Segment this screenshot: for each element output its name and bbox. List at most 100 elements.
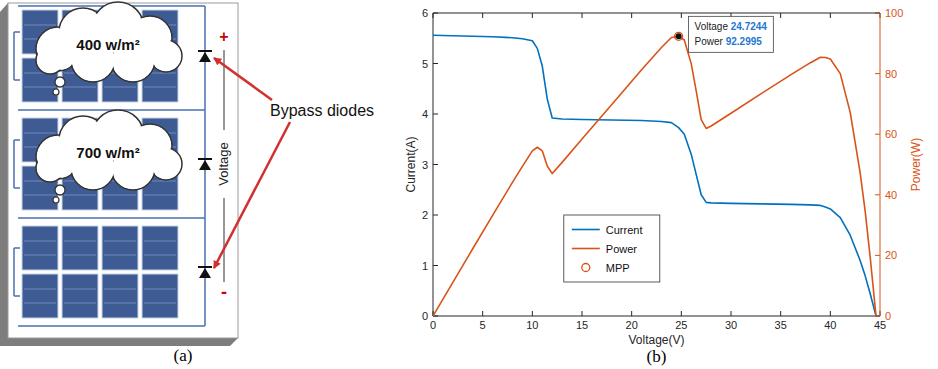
- cell-finger: [64, 303, 96, 304]
- voltage-label: Voltage: [216, 142, 231, 185]
- x-tick: [582, 311, 583, 316]
- cell-finger: [24, 195, 56, 196]
- wire: [14, 139, 20, 141]
- x-tick: [681, 311, 682, 316]
- x-tick: [830, 13, 831, 18]
- y2-axis-title: Power(W): [909, 138, 923, 191]
- cell-finger: [64, 255, 96, 256]
- x-tick: [582, 13, 583, 18]
- y-tick-label: 1: [422, 260, 428, 272]
- x-tick: [830, 311, 831, 316]
- cloud-fill: [151, 41, 181, 71]
- callout-arrow: [214, 122, 290, 268]
- y2-tick-label: 40: [885, 189, 897, 201]
- y-tick-label: 4: [422, 108, 428, 120]
- cell-finger: [64, 195, 96, 196]
- datatip-value: 92.2995: [726, 36, 763, 47]
- terminal-plus: +: [219, 28, 228, 45]
- datatip-name: Voltage: [695, 21, 731, 32]
- module-face: [8, 3, 238, 338]
- panel-b: 0510152025303540450123456020406080100Vol…: [404, 7, 923, 366]
- x-tick-label: 20: [626, 319, 638, 331]
- y2-tick: [875, 134, 880, 135]
- y2-tick: [875, 255, 880, 256]
- cell-finger: [104, 195, 136, 196]
- cloud-bubble: [55, 185, 65, 195]
- cell-finger: [104, 87, 136, 88]
- plot-area: [433, 13, 880, 316]
- panel-label: (a): [174, 346, 193, 365]
- series-line: [433, 35, 876, 316]
- x-tick: [532, 311, 533, 316]
- diode-bar: [198, 158, 212, 160]
- datatip-text: Power 92.2995: [695, 36, 763, 47]
- y2-tick-label: 0: [885, 310, 891, 322]
- wire: [13, 32, 15, 80]
- panel-label: (b): [647, 347, 667, 366]
- pv-cell: [22, 226, 58, 270]
- wire: [14, 79, 20, 81]
- cell-finger: [64, 241, 96, 242]
- x-tick: [681, 13, 682, 18]
- legend-swatch: [572, 229, 600, 231]
- pv-cell: [142, 274, 178, 318]
- legend: Current Power MPP: [564, 215, 660, 282]
- x-tick-label: 5: [480, 319, 486, 331]
- cell-finger: [24, 241, 56, 242]
- callout-label: Bypass diodes: [270, 102, 374, 119]
- cell-finger: [104, 303, 136, 304]
- x-tick-label: 15: [576, 319, 588, 331]
- datatip-box: [689, 16, 774, 52]
- wire: [13, 248, 15, 296]
- cell-finger: [24, 87, 56, 88]
- datatip-text: Voltage 24.7244: [695, 21, 768, 32]
- cell-finger: [144, 241, 176, 242]
- cell-finger: [144, 87, 176, 88]
- datatip-name: Power: [695, 36, 726, 47]
- y-tick-label: 6: [422, 7, 428, 19]
- panel-a: 400 w/m²700 w/m²+-VoltageBypass diodes(a…: [0, 2, 374, 365]
- cloud: 700 w/m²: [36, 110, 182, 203]
- x-tick: [780, 13, 781, 18]
- irradiance-label: 400 w/m²: [76, 36, 139, 53]
- legend-label: Power: [606, 243, 638, 255]
- y2-axis: [880, 13, 881, 316]
- cloud-fill: [37, 47, 63, 73]
- x-tick-label: 10: [526, 319, 538, 331]
- irradiance-label: 700 w/m²: [76, 144, 139, 161]
- x-axis-title: Voltage(V): [628, 333, 684, 347]
- wire: [14, 187, 20, 189]
- y-tick: [433, 114, 438, 115]
- y2-tick-label: 60: [885, 128, 897, 140]
- diode-bar: [198, 50, 212, 52]
- cell-finger: [24, 255, 56, 256]
- x-tick-label: 30: [725, 319, 737, 331]
- pv-cell: [142, 226, 178, 270]
- x-tick: [631, 311, 632, 316]
- x-tick: [482, 13, 483, 18]
- cell-finger: [144, 255, 176, 256]
- cell-finger: [24, 303, 56, 304]
- module-bevel: [0, 3, 238, 346]
- legend-label: MPP: [606, 262, 630, 274]
- diode: [199, 268, 211, 278]
- datatip-value: 24.7244: [731, 21, 768, 32]
- cell-finger: [144, 289, 176, 290]
- y2-tick-label: 80: [885, 68, 897, 80]
- pv-cell: [62, 226, 98, 270]
- cell-finger: [144, 195, 176, 196]
- voltage-line: [224, 198, 225, 282]
- cell-finger: [104, 289, 136, 290]
- wire: [14, 247, 20, 249]
- pv-cell: [102, 274, 138, 318]
- x-tick-label: 40: [824, 319, 836, 331]
- cloud-bubble: [53, 197, 59, 203]
- figure: 400 w/m²700 w/m²+-VoltageBypass diodes(a…: [0, 0, 938, 369]
- legend-label: Current: [606, 224, 643, 236]
- x-tick: [482, 311, 483, 316]
- x-tick: [631, 13, 632, 18]
- pv-cell: [62, 274, 98, 318]
- datatip-dot: [676, 33, 682, 39]
- cell-finger: [24, 133, 56, 134]
- y-tick: [433, 215, 438, 216]
